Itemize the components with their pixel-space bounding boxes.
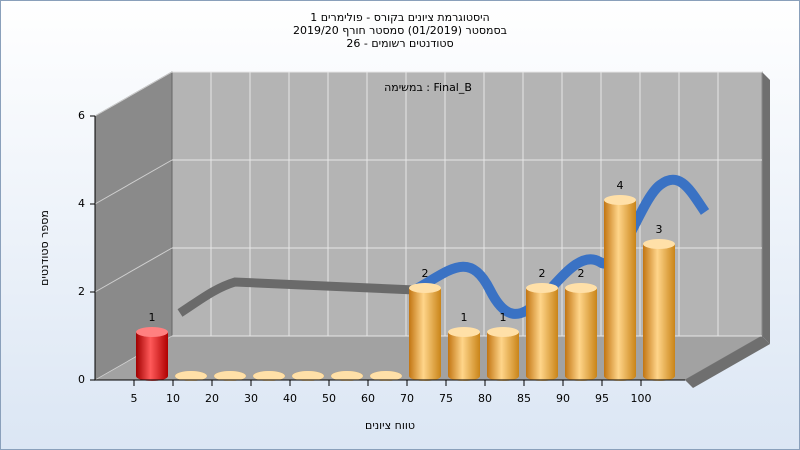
bar-top bbox=[409, 283, 441, 293]
bar bbox=[487, 327, 519, 381]
title-line: בסמסטר (01/2019) סמסטר חורף 2019/20 bbox=[293, 24, 507, 37]
value-label: 2 bbox=[422, 267, 429, 280]
bar bbox=[175, 371, 207, 381]
x-tick-label: 75 bbox=[439, 392, 453, 405]
value-label: 2 bbox=[539, 267, 546, 280]
bar-body bbox=[643, 244, 675, 376]
bar bbox=[604, 195, 636, 381]
bar bbox=[370, 371, 402, 381]
bar bbox=[331, 371, 363, 381]
x-tick-label: 20 bbox=[205, 392, 219, 405]
bar-top bbox=[448, 327, 480, 337]
x-tick-label: 85 bbox=[517, 392, 531, 405]
bar-body bbox=[487, 332, 519, 376]
x-tick-label: 30 bbox=[244, 392, 258, 405]
x-tick-label: 40 bbox=[283, 392, 297, 405]
bar-body bbox=[448, 332, 480, 376]
bar bbox=[253, 371, 285, 381]
x-tick-label: 50 bbox=[322, 392, 336, 405]
curve-high bbox=[415, 174, 710, 319]
value-label: 1 bbox=[461, 311, 468, 324]
x-tick-label: 10 bbox=[166, 392, 180, 405]
grid-line bbox=[94, 247, 173, 293]
y-tick-label: 6 bbox=[78, 109, 85, 122]
bar-top bbox=[487, 327, 519, 337]
y-tick-label: 2 bbox=[78, 285, 85, 298]
grid-line bbox=[94, 71, 173, 117]
y-tick-label: 4 bbox=[78, 197, 85, 210]
bar-body bbox=[565, 288, 597, 376]
bar bbox=[565, 283, 597, 381]
bar-body bbox=[136, 332, 168, 376]
title-line: היסטוגרמת ציונים בקורס - פולימרים 1 bbox=[310, 11, 489, 24]
y-axis-label: מספר סטודנטים bbox=[38, 210, 51, 286]
x-axis-label: טווח ציונים bbox=[365, 419, 415, 432]
value-label: 1 bbox=[500, 311, 507, 324]
value-label: 1 bbox=[149, 311, 156, 324]
value-label: 4 bbox=[617, 179, 624, 192]
bar-body bbox=[604, 200, 636, 376]
x-tick-label: 5 bbox=[131, 392, 138, 405]
bar-top bbox=[370, 371, 402, 381]
bar-body bbox=[526, 288, 558, 376]
floor-edge bbox=[685, 336, 770, 388]
bar bbox=[292, 371, 324, 381]
y-tick-label: 0 bbox=[78, 373, 85, 386]
bar-top bbox=[253, 371, 285, 381]
bar-top bbox=[175, 371, 207, 381]
value-label: 2 bbox=[578, 267, 585, 280]
bar bbox=[526, 283, 558, 381]
bar bbox=[448, 327, 480, 381]
bar bbox=[643, 239, 675, 381]
bar-body bbox=[409, 288, 441, 376]
bar bbox=[409, 283, 441, 381]
bar bbox=[136, 327, 168, 381]
x-tick-label: 100 bbox=[631, 392, 652, 405]
bar-top bbox=[526, 283, 558, 293]
bar-top bbox=[136, 327, 168, 337]
title-line: סטודנטים רשומים - 26 bbox=[346, 37, 453, 50]
x-tick-label: 80 bbox=[478, 392, 492, 405]
x-tick-label: 60 bbox=[361, 392, 375, 405]
bar-top bbox=[643, 239, 675, 249]
value-label: 3 bbox=[656, 223, 663, 236]
annotation: במשימה : Final_B bbox=[384, 81, 472, 94]
bar-top bbox=[331, 371, 363, 381]
bar bbox=[214, 371, 246, 381]
bar-top bbox=[292, 371, 324, 381]
x-tick-label: 70 bbox=[400, 392, 414, 405]
grid-line bbox=[94, 159, 173, 205]
bar-top bbox=[565, 283, 597, 293]
bar-top bbox=[214, 371, 246, 381]
bar-top bbox=[604, 195, 636, 205]
x-tick-label: 90 bbox=[556, 392, 570, 405]
curve-low bbox=[177, 277, 416, 317]
wall-edge bbox=[762, 72, 770, 344]
x-tick-label: 95 bbox=[595, 392, 609, 405]
bars: 1 2 1 1 2 2 4 3 bbox=[136, 179, 675, 381]
